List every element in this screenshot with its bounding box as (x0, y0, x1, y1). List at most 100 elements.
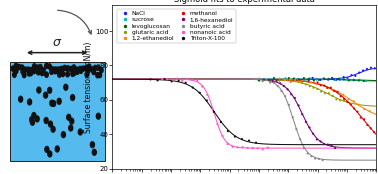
Point (183, 81, 189, 84)
Y-axis label: Surface tension (mN/m): Surface tension (mN/m) (84, 41, 93, 133)
Point (289, 78, 295, 81)
Point (330, 94, 336, 97)
Point (176, 79, 182, 82)
Point (303, 79, 309, 82)
Point (320, 159, 326, 161)
Point (190, 86, 196, 89)
Point (225, 130, 231, 133)
Circle shape (17, 64, 21, 70)
Circle shape (39, 64, 42, 70)
Point (267, 81, 273, 84)
Bar (9, 62, 105, 161)
Point (310, 77, 316, 79)
Circle shape (96, 65, 100, 70)
Point (321, 77, 327, 80)
Circle shape (35, 116, 39, 122)
Point (256, 77, 262, 80)
Point (301, 79, 307, 82)
Point (284, 78, 290, 81)
Point (322, 92, 328, 94)
Point (305, 152, 311, 155)
Point (328, 144, 335, 147)
Point (209, 108, 215, 110)
Point (355, 110, 361, 113)
Point (332, 78, 338, 81)
Circle shape (50, 69, 53, 74)
Point (314, 138, 320, 141)
Point (147, 78, 153, 81)
Point (179, 79, 185, 82)
Circle shape (12, 72, 16, 77)
Circle shape (31, 119, 34, 125)
Circle shape (76, 69, 79, 74)
Circle shape (96, 73, 99, 78)
Circle shape (84, 66, 88, 71)
Point (313, 83, 319, 86)
Point (296, 104, 302, 107)
Point (274, 80, 280, 82)
Circle shape (29, 70, 33, 76)
Circle shape (73, 70, 76, 76)
Point (292, 78, 298, 81)
Point (326, 92, 332, 94)
Point (276, 79, 282, 82)
Circle shape (48, 151, 52, 157)
Point (281, 79, 287, 81)
Circle shape (98, 72, 102, 78)
Point (220, 135, 226, 137)
Circle shape (66, 66, 70, 71)
Circle shape (75, 67, 79, 72)
Circle shape (44, 118, 48, 123)
Circle shape (67, 114, 71, 120)
Point (316, 157, 322, 160)
Circle shape (78, 66, 82, 72)
Point (189, 79, 195, 81)
Point (308, 81, 314, 84)
Circle shape (53, 69, 57, 74)
Circle shape (51, 67, 54, 72)
Point (307, 85, 313, 88)
Point (290, 116, 296, 119)
Circle shape (87, 64, 91, 69)
Circle shape (69, 125, 73, 131)
Circle shape (33, 64, 36, 69)
Point (278, 90, 284, 92)
Circle shape (63, 65, 67, 70)
Circle shape (92, 69, 96, 75)
Point (204, 93, 211, 96)
Point (368, 66, 374, 69)
Point (282, 95, 288, 98)
Point (211, 110, 217, 113)
Point (368, 127, 374, 130)
Circle shape (81, 66, 85, 71)
Circle shape (86, 69, 90, 74)
Point (318, 140, 324, 143)
Point (270, 80, 276, 82)
Point (234, 146, 240, 149)
Circle shape (48, 87, 52, 93)
Point (194, 79, 200, 82)
Circle shape (14, 68, 18, 73)
Circle shape (48, 64, 51, 69)
Point (246, 139, 252, 142)
Point (333, 79, 339, 81)
Point (349, 74, 355, 77)
Point (357, 78, 363, 81)
Point (169, 80, 175, 83)
Point (364, 124, 370, 126)
Point (341, 78, 347, 81)
Circle shape (57, 72, 61, 77)
Point (214, 123, 220, 126)
Circle shape (54, 67, 57, 72)
Point (303, 83, 309, 86)
Point (348, 103, 354, 106)
Circle shape (43, 92, 48, 98)
Circle shape (85, 72, 88, 77)
Point (218, 121, 224, 123)
Point (282, 77, 288, 80)
Point (335, 90, 341, 93)
Point (313, 78, 319, 81)
Point (276, 77, 282, 80)
Circle shape (52, 101, 56, 106)
Point (255, 147, 261, 150)
